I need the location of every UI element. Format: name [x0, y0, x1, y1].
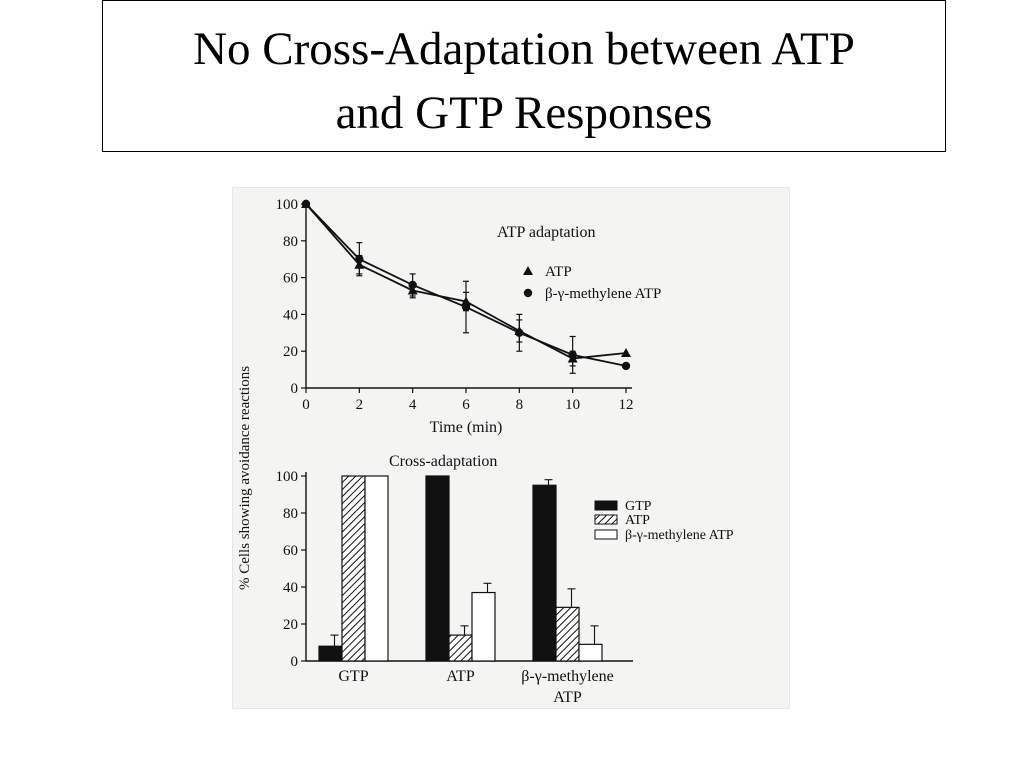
- line-chart-title: ATP adaptation: [497, 224, 596, 241]
- line-chart-x-tick-label: 2: [356, 397, 364, 413]
- line-series-1-point: [515, 328, 524, 337]
- line-legend-marker-1: [523, 288, 533, 298]
- line-chart: 0 20 40 60 80 100 0 2 4 6 8 10 12 Time (min) ATP adapt…: [276, 197, 662, 436]
- line-series-0-point: [621, 348, 631, 358]
- bar-category-label: ATP: [446, 668, 475, 685]
- bar-chart-y-tick-label: 100: [276, 469, 299, 485]
- bar-1-2: [471, 591, 496, 662]
- bar-legend-swatch-2: [594, 529, 618, 540]
- line-chart-x-tick-label: 6: [462, 397, 470, 413]
- bar-legend-label-0: GTP: [625, 499, 652, 514]
- bar-chart-y-tick-label: 0: [291, 654, 299, 670]
- line-chart-x-axis-label: Time (min): [430, 419, 503, 436]
- line-chart-x-tick-label: 10: [565, 397, 580, 413]
- bar-chart-y-tick-label: 40: [283, 580, 298, 596]
- bar-chart-y-tick-label: 20: [283, 617, 298, 633]
- bar-2-1: [555, 606, 580, 662]
- bar-chart-y-tick-label: 60: [283, 543, 298, 559]
- line-series-1-point: [408, 280, 417, 290]
- line-chart-y-tick-label: 0: [291, 381, 299, 397]
- line-legend-label-0: ATP: [545, 264, 572, 280]
- bar-0-0: [318, 645, 343, 662]
- bar-legend-label-1: ATP: [625, 513, 650, 528]
- line-chart-x-tick-label: 4: [409, 397, 417, 413]
- line-chart-y-tick-label: 80: [283, 234, 298, 250]
- line-chart-x-tick-label: 8: [516, 397, 524, 413]
- line-series-1-point: [621, 361, 631, 371]
- line-chart-x-tick-label: 0: [302, 397, 310, 413]
- line-series-1-point: [355, 255, 364, 264]
- slide-title-line-2: and GTP Responses: [335, 87, 713, 139]
- shared-y-axis-label: % Cells showing avoidance reactions: [237, 366, 253, 590]
- bar-chart-title: Cross-adaptation: [389, 453, 497, 470]
- bar-legend-swatch-1: [594, 514, 618, 525]
- line-chart-y-tick-label: 40: [283, 307, 298, 323]
- bar-1-1: [448, 634, 473, 662]
- line-series-1-point: [461, 302, 471, 312]
- slide-title-box: No Cross-Adaptation between ATP and GTP …: [102, 0, 946, 152]
- line-legend-marker-0: [523, 266, 533, 275]
- bar-category-label: ATP: [553, 689, 582, 706]
- bar-legend-swatch-0: [594, 500, 618, 511]
- line-series-1-point: [568, 350, 577, 360]
- bar-category-label: GTP: [338, 668, 368, 685]
- bar-chart-y-tick-label: 80: [283, 506, 298, 522]
- bar-0-2: [364, 475, 389, 662]
- line-chart-y-tick-label: 20: [283, 344, 298, 360]
- figure-panel: 0 20 40 60 80 100 0 2 4 6 8 10 12 Time (min) ATP adapt…: [232, 187, 790, 709]
- line-chart-x-tick-label: 12: [619, 397, 634, 413]
- line-chart-y-tick-label: 60: [283, 271, 298, 287]
- bar-category-label: β-γ-methylene: [521, 668, 614, 685]
- bar-2-2: [578, 643, 603, 662]
- bar-1-0: [425, 475, 450, 662]
- line-legend-label-1: β-γ-methylene ATP: [545, 286, 661, 302]
- bar-0-1: [341, 475, 366, 662]
- line-series-1-point: [301, 199, 311, 209]
- bar-legend-label-2: β-γ-methylene ATP: [625, 528, 734, 543]
- line-chart-y-tick-label: 100: [276, 197, 299, 213]
- figure-svg: 0 20 40 60 80 100 0 2 4 6 8 10 12 Time (min) ATP adapt…: [237, 197, 734, 706]
- slide-title-line-1: No Cross-Adaptation between ATP: [193, 23, 855, 75]
- bar-2-0: [532, 484, 557, 662]
